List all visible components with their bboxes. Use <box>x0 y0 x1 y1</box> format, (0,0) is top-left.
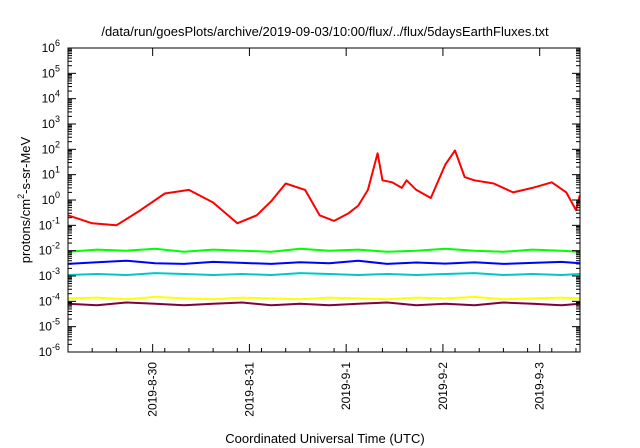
x-tick-label: 2019-9-3 <box>533 362 547 410</box>
series-line-4 <box>67 272 580 276</box>
y-tick-label: 10-1 <box>39 215 60 232</box>
y-tick-label: 105 <box>42 63 60 80</box>
y-axis-label-rest: -s-sr-MeV <box>18 136 33 193</box>
x-tick-label: 2019-9-1 <box>339 362 353 410</box>
y-axis-label-base: protons/cm <box>18 199 33 263</box>
y-tick-label: 10-6 <box>39 342 60 359</box>
series-line-6 <box>67 301 580 307</box>
x-axis-label: Coordinated Universal Time (UTC) <box>225 431 424 446</box>
x-tick-label: 2019-9-2 <box>436 362 450 410</box>
y-tick-label: 103 <box>42 114 60 131</box>
y-tick-label: 10-4 <box>39 291 60 308</box>
y-tick-label: 10-5 <box>39 317 60 334</box>
series-line-1 <box>67 149 581 227</box>
y-tick-label: 106 <box>42 38 60 55</box>
svg-text:protons/cm2-s-sr-MeV: protons/cm2-s-sr-MeV <box>16 136 33 263</box>
y-tick-label: 101 <box>42 165 60 182</box>
y-tick-label: 10-2 <box>39 241 60 258</box>
plot-frame <box>67 47 581 353</box>
chart-title: /data/run/goesPlots/archive/2019-09-03/1… <box>101 24 549 39</box>
y-tick-label: 10-3 <box>39 266 60 283</box>
axes-layer: 10-6 10-5 10-4 10-3 10-2 10-1 100 101 102 103 104 1… <box>39 38 581 417</box>
x-tick-label: 2019-8-30 <box>146 362 160 417</box>
y-tick-label: 100 <box>42 190 60 207</box>
y-tick-label: 102 <box>42 139 60 156</box>
series-line-2 <box>67 247 580 253</box>
y-tick-label: 104 <box>42 89 60 106</box>
x-tick-label: 2019-8-31 <box>242 362 256 417</box>
series-layer <box>67 149 581 307</box>
y-axis-label-sup: 2 <box>16 194 26 199</box>
series-line-5 <box>67 295 580 301</box>
series-line-3 <box>67 259 580 265</box>
y-axis-label: protons/cm2-s-sr-MeV <box>16 136 33 263</box>
